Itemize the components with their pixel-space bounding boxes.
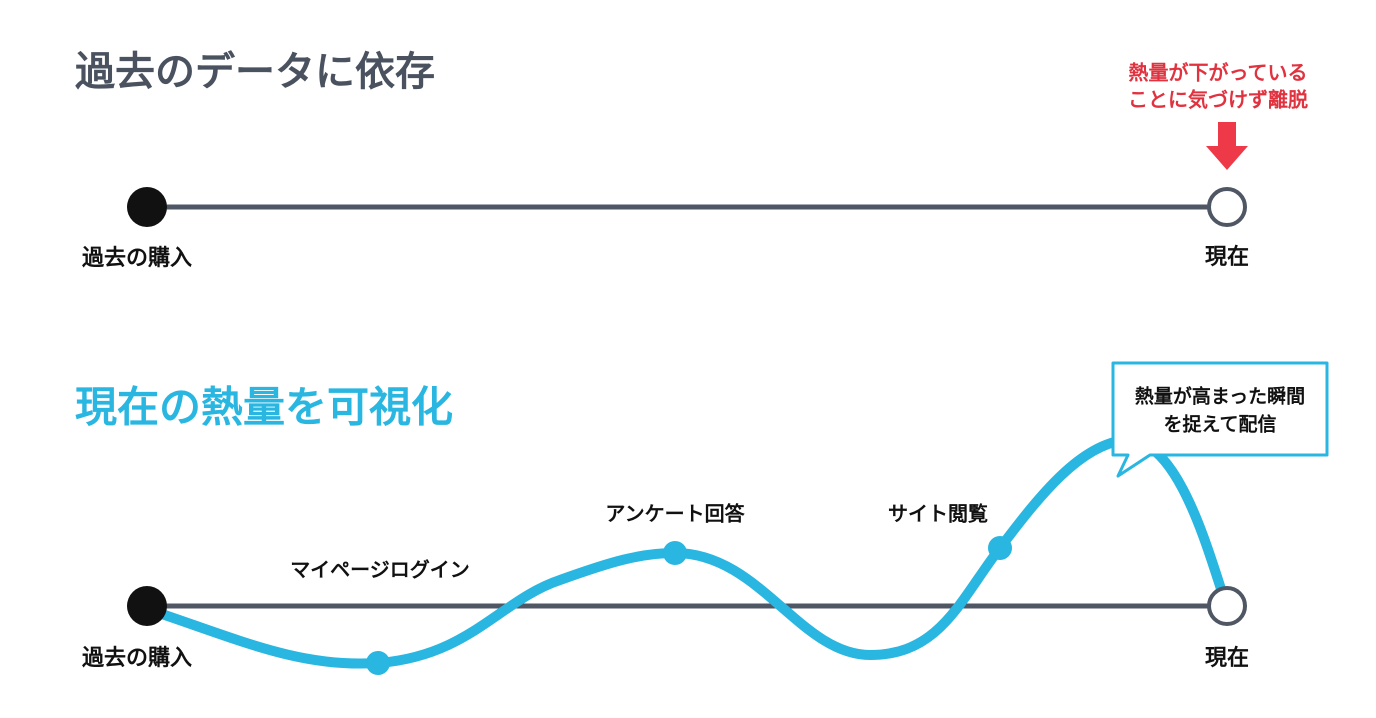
callout-line: を捉えて配信 xyxy=(1163,413,1276,436)
event-dot xyxy=(663,541,687,565)
start-label: 過去の購入 xyxy=(82,645,192,671)
start-point xyxy=(127,586,167,626)
callout-box xyxy=(1111,361,1329,478)
end-point xyxy=(1207,187,1247,227)
section-title: 現在の熱量を可視化 xyxy=(75,383,453,432)
start-label: 過去の購入 xyxy=(82,245,192,271)
start-point xyxy=(127,187,167,227)
event-label: マイページログイン xyxy=(290,558,470,582)
section-title: 過去のデータに依存 xyxy=(75,49,435,95)
event-dot xyxy=(988,536,1012,560)
warning-line: ことに気づけず離脱 xyxy=(1128,88,1308,112)
callout-line: 熱量が高まった瞬間 xyxy=(1135,385,1305,408)
end-point xyxy=(1207,586,1247,626)
event-dot xyxy=(366,651,390,675)
end-label: 現在 xyxy=(1205,645,1249,671)
event-label: アンケート回答 xyxy=(605,502,745,526)
warning-line: 熱量が下がっている xyxy=(1129,61,1308,85)
event-label: サイト閲覧 xyxy=(888,502,988,526)
end-label: 現在 xyxy=(1205,244,1249,270)
warning-arrow xyxy=(1206,122,1248,170)
